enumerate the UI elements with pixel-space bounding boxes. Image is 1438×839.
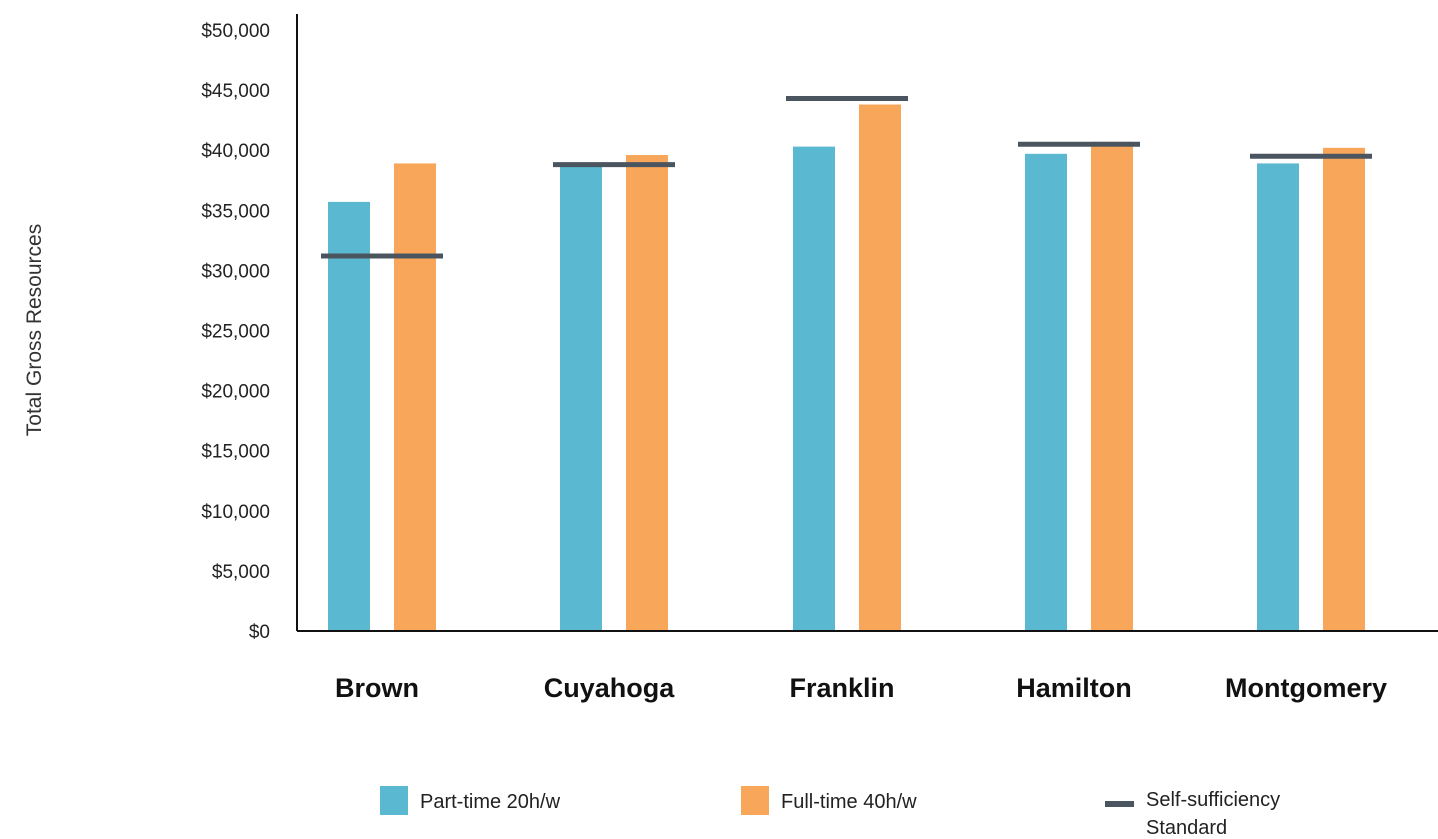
bar-part-time-cuyahoga: [560, 164, 602, 631]
bar-part-time-franklin: [793, 146, 835, 631]
bars: [328, 104, 1365, 632]
y-tick-label: $5,000: [212, 562, 270, 583]
category-label-franklin: Franklin: [789, 673, 894, 703]
bar-part-time-montgomery: [1257, 163, 1299, 631]
bar-full-time-franklin: [859, 104, 901, 632]
category-label-cuyahoga: Cuyahoga: [544, 673, 676, 703]
legend-label: Standard: [1146, 817, 1227, 839]
y-tick-label: $45,000: [201, 81, 270, 102]
y-tick-label: $0: [249, 622, 270, 643]
y-axis-title: Total Gross Resources: [23, 224, 46, 436]
bar-part-time-brown: [328, 201, 370, 632]
y-axis-tick-labels: $0 $5,000 $10,000 $15,000 $20,000 $25,000 $30,…: [201, 21, 270, 643]
bar-full-time-montgomery: [1323, 147, 1365, 631]
bar-full-time-cuyahoga: [626, 155, 668, 631]
y-tick-label: $50,000: [201, 21, 270, 42]
legend: Part-time 20h/w Full-time 40h/w Self-suffi…: [380, 786, 1280, 839]
bar-full-time-brown: [394, 163, 436, 631]
y-tick-label: $10,000: [201, 502, 270, 523]
y-tick-label: $25,000: [201, 322, 270, 343]
category-label-brown: Brown: [335, 673, 419, 703]
y-tick-label: $40,000: [201, 141, 270, 162]
legend-swatch-self-sufficiency: [1105, 801, 1134, 807]
self-sufficiency-markers: [321, 96, 1372, 259]
y-tick-label: $35,000: [201, 201, 270, 222]
legend-label: Part-time 20h/w: [420, 791, 561, 813]
y-tick-label: $30,000: [201, 261, 270, 282]
bar-part-time-hamilton: [1025, 153, 1067, 631]
y-tick-label: $20,000: [201, 382, 270, 403]
category-label-hamilton: Hamilton: [1016, 673, 1132, 703]
legend-label: Self-sufficiency: [1146, 789, 1280, 811]
legend-swatch-full-time: [741, 786, 769, 815]
category-label-montgomery: Montgomery: [1225, 673, 1387, 703]
x-axis-category-labels: Brown Cuyahoga Franklin Hamilton Montgomery: [335, 673, 1387, 703]
legend-swatch-part-time: [380, 786, 408, 815]
bar-full-time-hamilton: [1091, 141, 1133, 631]
legend-label: Full-time 40h/w: [781, 791, 917, 813]
y-tick-label: $15,000: [201, 442, 270, 463]
